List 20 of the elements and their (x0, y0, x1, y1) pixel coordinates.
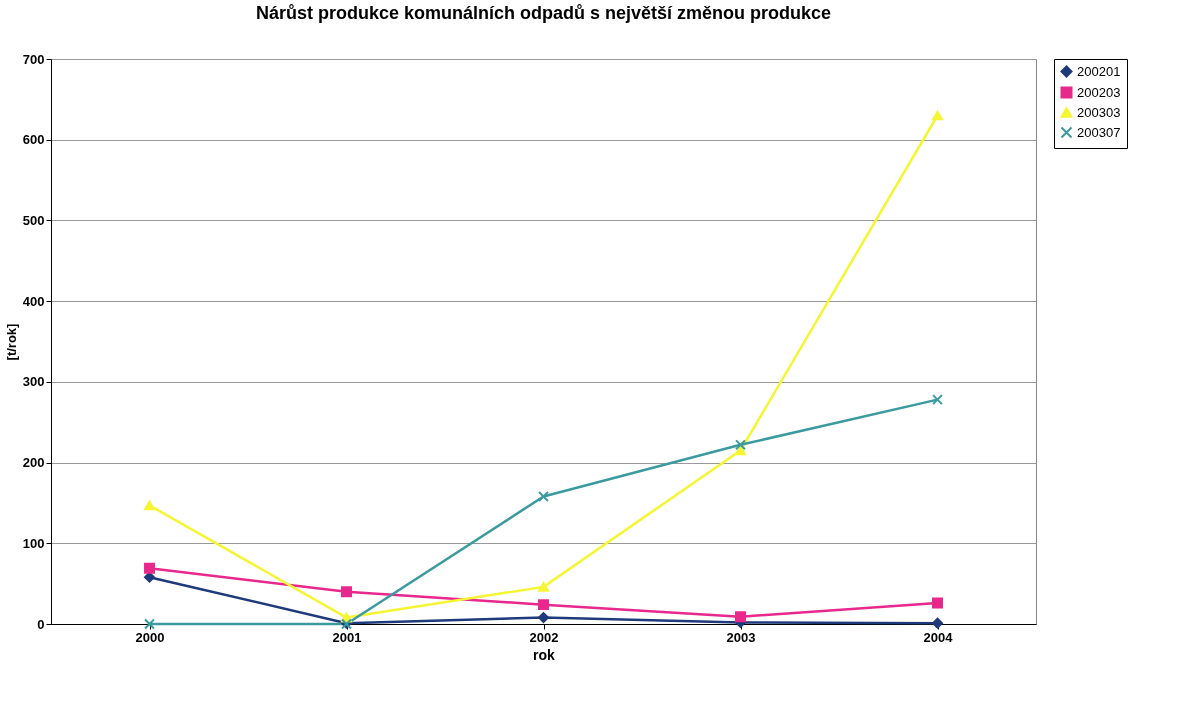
chart-title: Nárůst produkce komunálních odpadů s největší změnou produkce (255, 3, 832, 23)
x-tick-label: 2000 (135, 629, 165, 645)
y-tick-label: 300 (22, 374, 45, 390)
legend-label: 200303 (1077, 104, 1121, 120)
legend-label: 200201 (1077, 63, 1121, 79)
y-tick-label: 500 (22, 212, 45, 228)
x-tick-label: 2003 (726, 629, 756, 645)
legend-label: 200307 (1077, 124, 1121, 140)
y-axis-title: [t/rok] (3, 323, 19, 361)
x-axis-title: rok (533, 646, 556, 663)
x-tick-label: 2004 (923, 629, 954, 645)
y-tick-label: 600 (22, 132, 45, 148)
y-tick-label: 200 (22, 455, 45, 471)
x-tick-label: 2001 (332, 629, 362, 645)
y-tick-label: 400 (22, 293, 45, 309)
legend-label: 200203 (1077, 84, 1121, 100)
y-tick-label: 0 (37, 616, 45, 632)
y-tick-label: 100 (22, 535, 45, 551)
x-tick-label: 2002 (529, 629, 559, 645)
y-tick-label: 700 (22, 51, 45, 67)
